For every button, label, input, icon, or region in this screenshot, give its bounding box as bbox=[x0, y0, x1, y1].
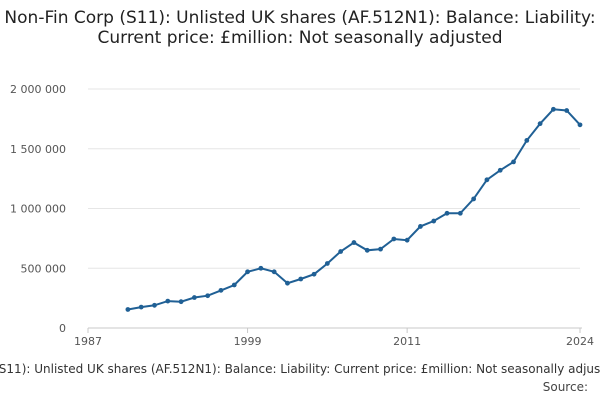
data-point bbox=[285, 280, 290, 286]
data-point bbox=[218, 287, 224, 293]
data-point bbox=[471, 196, 477, 202]
data-point bbox=[378, 246, 383, 252]
data-point bbox=[444, 210, 450, 216]
data-point bbox=[258, 265, 264, 271]
data-point bbox=[524, 137, 530, 143]
series bbox=[125, 106, 583, 312]
data-point bbox=[271, 269, 277, 275]
chart-title: Non-Fin Corp (S11): Unlisted UK shares (… bbox=[4, 8, 596, 48]
data-point bbox=[231, 282, 237, 288]
data-point bbox=[564, 108, 570, 113]
data-point bbox=[418, 224, 423, 229]
data-point bbox=[497, 167, 503, 173]
y-tick-label: 2 000 000 bbox=[10, 83, 66, 96]
data-point bbox=[537, 121, 543, 127]
y-tick-label: 1 500 000 bbox=[10, 143, 66, 156]
data-point bbox=[511, 159, 516, 165]
data-point bbox=[324, 261, 330, 266]
data-point bbox=[364, 247, 370, 253]
x-tick-label: 2011 bbox=[393, 335, 421, 348]
data-point bbox=[404, 237, 410, 243]
x-tick-label: 2024 bbox=[566, 335, 594, 348]
data-point bbox=[457, 210, 463, 216]
y-tick-label: 1 000 000 bbox=[10, 203, 66, 216]
data-point bbox=[338, 249, 344, 254]
data-point bbox=[138, 304, 144, 310]
data-point bbox=[205, 293, 211, 299]
axes: 0 500 000 1 000 000 1 500 000 2 000 000 1987 1… bbox=[10, 83, 594, 348]
y-tick-label: 0 bbox=[59, 322, 66, 335]
data-point bbox=[165, 298, 171, 304]
data-point bbox=[311, 271, 317, 277]
x-tick-label: 1987 bbox=[74, 335, 102, 348]
data-point bbox=[577, 122, 583, 128]
data-point bbox=[152, 302, 157, 308]
series-name-label: Non-Fin Corp (S11): Unlisted UK shares (… bbox=[0, 362, 600, 376]
data-point bbox=[484, 177, 490, 183]
data-point bbox=[431, 218, 437, 224]
data-point bbox=[351, 240, 357, 245]
source-label: Source: bbox=[542, 380, 588, 394]
data-point bbox=[178, 299, 184, 305]
series-line bbox=[127, 108, 581, 311]
x-tick-label: 1999 bbox=[234, 335, 262, 348]
data-point bbox=[125, 307, 131, 312]
y-tick-label: 500 000 bbox=[21, 262, 67, 275]
data-point bbox=[391, 236, 397, 242]
data-point bbox=[298, 276, 304, 282]
data-point bbox=[551, 106, 556, 112]
data-point bbox=[245, 269, 250, 275]
data-point bbox=[191, 295, 197, 300]
gridlines bbox=[88, 88, 580, 269]
